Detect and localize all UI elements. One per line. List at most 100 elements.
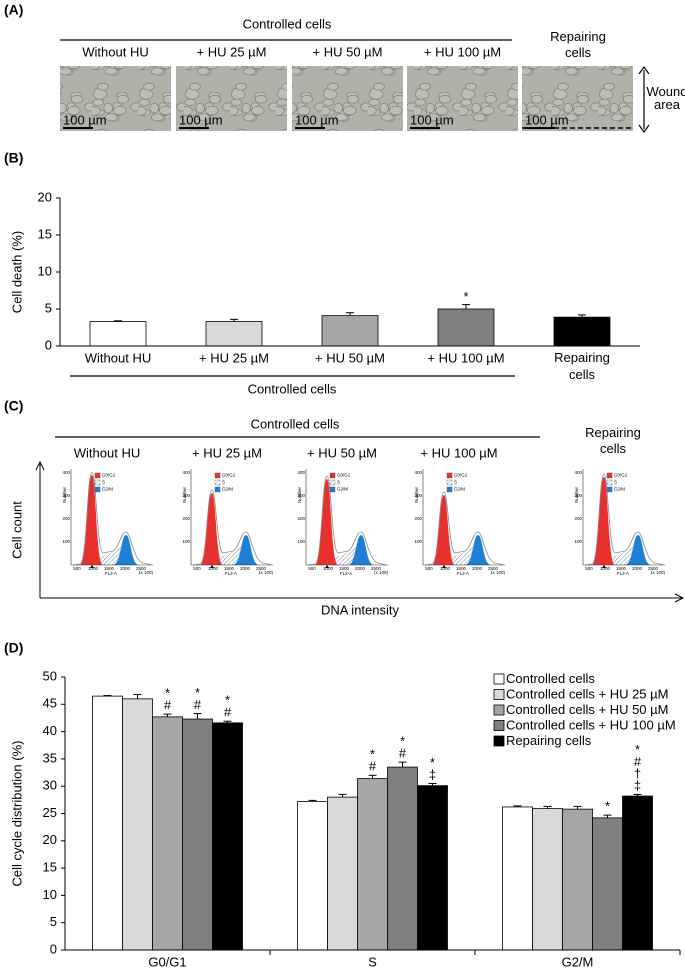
g2-peak — [465, 535, 491, 565]
bar — [357, 778, 388, 951]
axis-label: FL2-A — [225, 571, 237, 576]
plot-frame — [422, 469, 505, 566]
tick-label: 1000 — [208, 566, 219, 571]
bar — [122, 698, 153, 951]
panel-label: (B) — [4, 150, 23, 166]
tick-label: 200 — [297, 516, 305, 521]
legend-swatch — [214, 472, 221, 479]
arrow-head — [674, 593, 685, 603]
tick-label: 2000 — [120, 566, 131, 571]
tick-label: 100 — [62, 539, 70, 544]
g1-peak — [315, 479, 338, 565]
y-axis-label: Cell death (%) — [9, 231, 24, 313]
legend-label: G0/G1 — [337, 473, 351, 478]
x-tick-label: + HU 25 µM — [199, 350, 269, 365]
scale-bar-label: 100 µm — [63, 112, 107, 127]
legend-swatch — [606, 472, 613, 479]
axis-label: Cell count — [9, 501, 24, 559]
arrow-head — [35, 460, 45, 471]
tick-label: 2000 — [472, 566, 483, 571]
y-tick-label: 0 — [45, 337, 52, 352]
tick-label: 300 — [574, 493, 582, 498]
g2-peak — [348, 535, 374, 565]
axis-label: Number — [182, 487, 187, 504]
peak-marker — [325, 565, 329, 568]
axis-unit: (x 100) — [259, 570, 274, 575]
y-tick-label: 5 — [45, 300, 52, 315]
legend-swatch — [493, 704, 505, 716]
legend-label: Controlled cells + HU 25 µM — [506, 686, 668, 701]
fit-outline — [192, 489, 272, 566]
bar — [321, 315, 379, 347]
panel-label: (A) — [4, 2, 23, 18]
bar — [553, 316, 611, 347]
bar — [562, 808, 593, 951]
tick-label: 400 — [414, 470, 422, 475]
axis-label: Number — [574, 487, 579, 504]
y-tick-label: 10 — [43, 887, 57, 902]
flow-histogram: G0/G1 S G2/M 100 200 300 400 500 1000 1500 2000 250… — [62, 469, 153, 576]
g1-peak — [432, 495, 455, 565]
axis-label: DNA intensity — [321, 602, 400, 617]
legend-swatch — [94, 486, 101, 493]
bar — [592, 817, 623, 951]
significance: * — [370, 747, 375, 762]
tick-label: 100 — [574, 539, 582, 544]
fit-outline — [584, 473, 664, 566]
tick-label: 200 — [182, 516, 190, 521]
y-tick-label: 25 — [43, 805, 57, 820]
peak-marker — [602, 565, 606, 568]
scale-bar-label: 100 µm — [295, 112, 339, 127]
g1-peak — [80, 475, 103, 565]
condition-label: + HU 100 µM — [420, 445, 497, 460]
x-tick-label: G2/M — [562, 954, 594, 969]
wound-label: Wound area — [647, 84, 685, 112]
legend-swatch — [329, 486, 336, 493]
significance: * — [463, 289, 468, 304]
tick-label: 100 — [297, 539, 305, 544]
tick-label: 300 — [414, 493, 422, 498]
axis-unit: (x 100) — [374, 570, 389, 575]
significance: * — [225, 693, 230, 708]
axis-unit: (x 100) — [139, 570, 154, 575]
tick-label: 300 — [182, 493, 190, 498]
legend-label: G0/G1 — [222, 473, 236, 478]
tick-label: 500 — [193, 566, 201, 571]
repair-label: Repairing cells — [585, 425, 641, 456]
g1-peak — [200, 493, 223, 565]
g1-peak — [592, 477, 615, 565]
x-tick-label: + HU 100 µM — [427, 350, 504, 365]
legend-label: Controlled cells — [506, 671, 595, 686]
legend-label: Controlled cells + HU 50 µM — [506, 702, 668, 717]
bar — [212, 722, 243, 951]
legend-swatch — [493, 735, 505, 747]
axis-label: Number — [297, 487, 302, 504]
legend-swatch — [329, 479, 336, 486]
significance: # — [399, 746, 407, 761]
g2-peak — [625, 535, 651, 565]
fit-outline — [424, 491, 504, 566]
y-tick-label: 10 — [38, 263, 52, 278]
legend-swatch — [214, 486, 221, 493]
bar — [387, 766, 418, 951]
bar — [437, 308, 495, 347]
tick-label: 1500 — [339, 566, 350, 571]
legend-label: G2/M — [614, 487, 625, 492]
condition-label: + HU 50 µM — [307, 445, 377, 460]
legend-label: S — [102, 480, 105, 485]
micrograph — [60, 66, 171, 131]
axis-unit: (x 100) — [491, 570, 506, 575]
micrograph — [407, 66, 518, 131]
y-tick-label: 50 — [43, 668, 57, 683]
legend-swatch — [606, 486, 613, 493]
bar — [182, 718, 213, 951]
legend-label: S — [222, 480, 225, 485]
x-tick-label: G0/G1 — [148, 954, 186, 969]
significance: # — [224, 705, 232, 720]
plot-frame — [305, 469, 388, 566]
legend-swatch — [214, 479, 221, 486]
tick-label: 1000 — [440, 566, 451, 571]
flow-histogram: G0/G1 S G2/M 100 200 300 400 500 1000 1500 2000 250… — [414, 469, 505, 576]
bar — [327, 796, 358, 951]
